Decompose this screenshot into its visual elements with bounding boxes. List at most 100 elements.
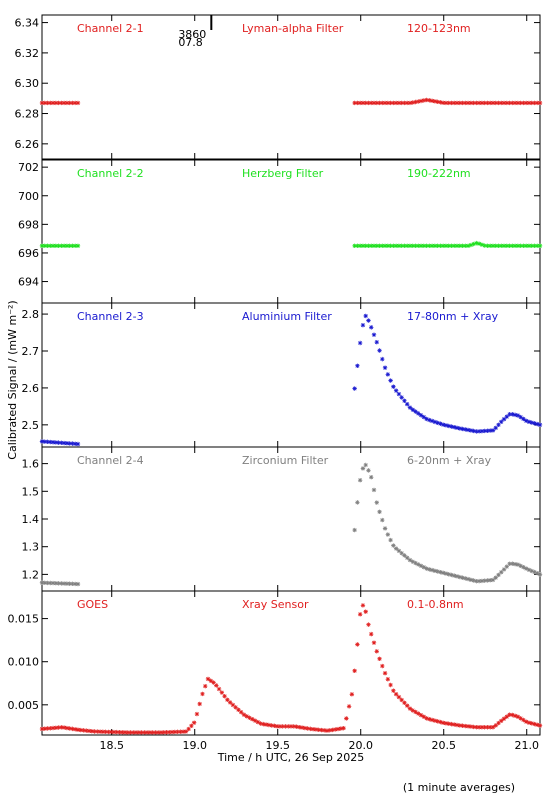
data-point xyxy=(515,714,521,719)
data-point xyxy=(427,567,432,572)
data-point xyxy=(521,564,526,570)
averaging-note: (1 minute averages) xyxy=(402,781,515,794)
x-tick-label: 18.5 xyxy=(99,739,124,752)
data-point xyxy=(474,240,479,246)
data-point xyxy=(167,729,172,735)
data-point xyxy=(504,414,509,419)
data-point xyxy=(501,243,507,248)
data-point xyxy=(189,723,194,729)
data-point xyxy=(103,729,108,735)
data-point xyxy=(432,419,438,425)
data-point xyxy=(42,439,47,444)
data-point xyxy=(205,676,211,682)
data-point xyxy=(366,468,371,473)
data-point xyxy=(526,419,532,424)
data-point xyxy=(418,98,424,104)
data-point xyxy=(418,563,424,568)
data-point xyxy=(241,712,247,717)
data-point xyxy=(45,243,50,248)
data-point xyxy=(452,100,457,106)
data-point xyxy=(59,725,64,730)
data-point xyxy=(388,682,393,688)
y-tick-label: 694 xyxy=(18,276,39,289)
data-point xyxy=(532,721,537,727)
data-point xyxy=(535,571,540,576)
data-point xyxy=(402,243,407,248)
data-point xyxy=(374,339,379,345)
data-point xyxy=(496,720,501,726)
data-point xyxy=(488,578,493,583)
data-point xyxy=(471,578,476,583)
data-point xyxy=(446,423,451,429)
data-point xyxy=(521,100,526,106)
data-point xyxy=(164,730,169,735)
data-point xyxy=(449,100,454,106)
data-point xyxy=(482,725,487,730)
data-point xyxy=(474,100,479,106)
data-point xyxy=(86,728,92,734)
data-point xyxy=(363,100,368,106)
data-point xyxy=(48,726,53,731)
data-point xyxy=(45,100,50,106)
data-point xyxy=(405,703,410,708)
data-point xyxy=(482,428,487,434)
data-point xyxy=(70,726,75,732)
data-point xyxy=(280,724,285,729)
panel-channel-2-3: 2.5 2.6 2.7 2.8 Channel 2-3 Aluminium Filter 1… xyxy=(22,302,543,448)
data-point xyxy=(219,690,225,695)
data-point xyxy=(84,728,89,733)
data-point xyxy=(471,100,476,106)
data-point xyxy=(463,723,468,729)
data-point xyxy=(482,578,487,583)
y-tick-label: 0.010 xyxy=(8,656,40,669)
data-point xyxy=(39,580,45,585)
data-point xyxy=(438,569,443,575)
data-point xyxy=(382,100,388,106)
data-point xyxy=(349,692,355,697)
data-point xyxy=(499,419,504,424)
data-point xyxy=(61,100,67,106)
data-point xyxy=(255,719,260,725)
y-tick-label: 6.34 xyxy=(15,17,40,30)
data-point xyxy=(488,428,493,433)
data-point xyxy=(435,99,440,105)
data-point xyxy=(446,572,451,577)
data-point xyxy=(418,712,424,718)
data-point xyxy=(352,668,357,674)
data-point xyxy=(380,356,385,362)
data-point xyxy=(443,571,449,576)
panel-frame xyxy=(41,446,541,592)
data-point xyxy=(308,726,313,732)
data-point xyxy=(479,725,485,730)
data-point xyxy=(225,697,230,702)
data-point xyxy=(490,428,496,433)
data-point xyxy=(92,729,97,734)
data-point xyxy=(465,427,471,433)
data-point xyxy=(446,721,451,726)
data-point xyxy=(89,729,94,734)
data-point xyxy=(493,723,498,728)
data-point xyxy=(147,730,153,735)
data-point xyxy=(416,411,421,416)
data-point xyxy=(402,553,407,558)
data-point xyxy=(252,718,258,723)
data-point xyxy=(413,99,418,105)
data-point xyxy=(56,243,61,248)
data-point xyxy=(73,727,78,732)
data-point xyxy=(504,243,509,248)
data-point xyxy=(391,243,396,248)
data-point xyxy=(61,581,67,586)
data-point xyxy=(244,714,249,719)
data-point xyxy=(515,243,521,248)
data-point xyxy=(529,243,534,248)
data-point xyxy=(460,243,465,248)
data-point xyxy=(518,100,523,106)
data-point xyxy=(413,709,418,715)
panel-frame xyxy=(41,159,541,304)
data-point xyxy=(42,726,47,731)
data-point xyxy=(355,243,360,248)
data-point xyxy=(410,100,415,105)
series-points xyxy=(39,313,543,447)
data-point xyxy=(142,730,147,735)
